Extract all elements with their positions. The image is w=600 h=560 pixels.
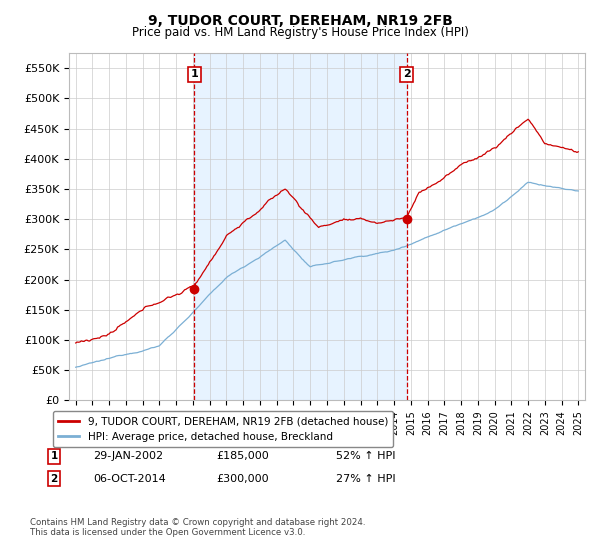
Text: 2: 2 — [403, 69, 410, 80]
Text: 2: 2 — [50, 474, 58, 484]
Text: 9, TUDOR COURT, DEREHAM, NR19 2FB: 9, TUDOR COURT, DEREHAM, NR19 2FB — [148, 14, 452, 28]
Text: 29-JAN-2002: 29-JAN-2002 — [93, 451, 163, 461]
Text: Contains HM Land Registry data © Crown copyright and database right 2024.
This d: Contains HM Land Registry data © Crown c… — [30, 518, 365, 538]
Text: 06-OCT-2014: 06-OCT-2014 — [93, 474, 166, 484]
Text: 1: 1 — [190, 69, 198, 80]
Legend: 9, TUDOR COURT, DEREHAM, NR19 2FB (detached house), HPI: Average price, detached: 9, TUDOR COURT, DEREHAM, NR19 2FB (detac… — [53, 411, 393, 447]
Text: £185,000: £185,000 — [216, 451, 269, 461]
Text: 1: 1 — [50, 451, 58, 461]
Text: 27% ↑ HPI: 27% ↑ HPI — [336, 474, 395, 484]
Text: 52% ↑ HPI: 52% ↑ HPI — [336, 451, 395, 461]
Bar — [194, 53, 407, 400]
Text: Price paid vs. HM Land Registry's House Price Index (HPI): Price paid vs. HM Land Registry's House … — [131, 26, 469, 39]
Text: £300,000: £300,000 — [216, 474, 269, 484]
